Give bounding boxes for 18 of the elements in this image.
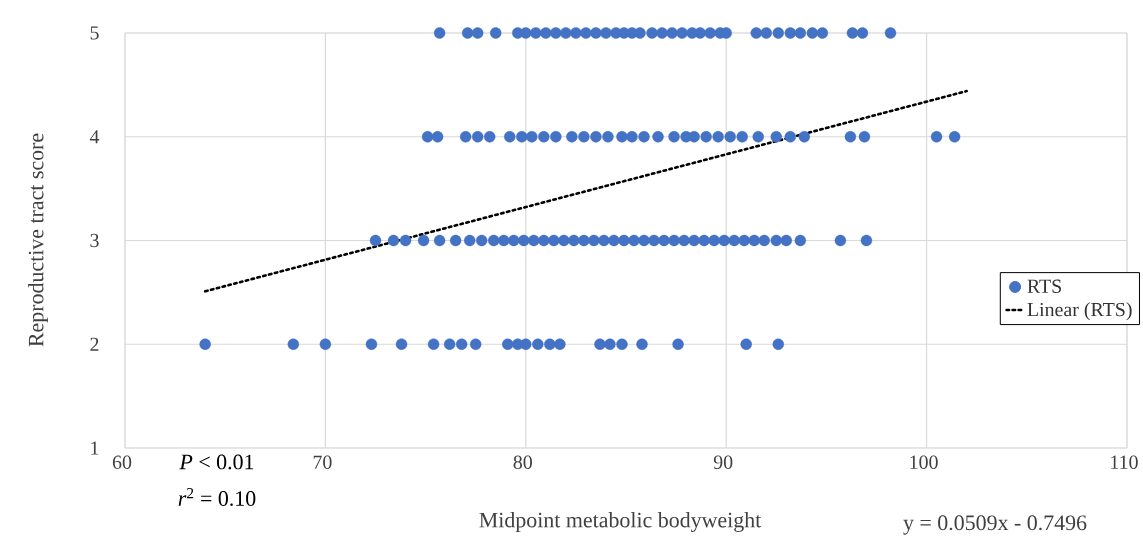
legend-label: Linear (RTS): [1027, 302, 1132, 321]
text: r$^{2}$ = 0.10: [178, 488, 256, 506]
y-tick-label: 4: [89, 130, 100, 144]
y-tick-label: 1: [91, 441, 99, 455]
x-tick-label: 100: [910, 455, 938, 469]
y-tick-label: 5: [90, 26, 99, 40]
y-tick-label: 3: [90, 233, 99, 248]
x-tick-label: 70: [313, 455, 332, 469]
y-axis-title: Reproductive tract score: [28, 133, 48, 347]
y-tick-label: 2: [90, 337, 99, 351]
x-tick-label: 110: [1111, 455, 1138, 469]
x-tick-label: 80: [513, 455, 532, 469]
legend-label: RTS: [1027, 279, 1062, 293]
text: P < 0.01: [179, 454, 254, 470]
x-tick-label: 60: [112, 455, 132, 469]
x-tick-label: 90: [713, 455, 733, 469]
x-axis-title: Midpoint metabolic bodyweight: [479, 512, 762, 532]
text: y = 0.0509x - 0.7496: [903, 515, 1087, 535]
